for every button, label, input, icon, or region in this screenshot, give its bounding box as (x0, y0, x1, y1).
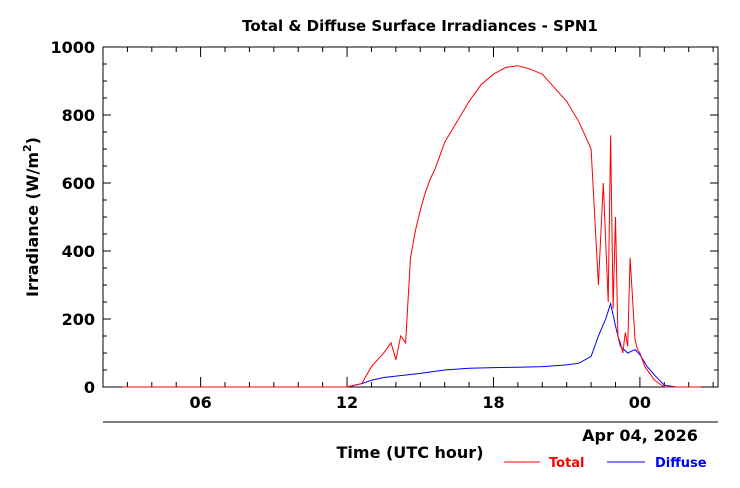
y-tick-label: 1000 (50, 38, 95, 57)
x-axis-title: Time (UTC hour) (337, 443, 484, 462)
x-tick-label: 18 (482, 393, 504, 412)
legend-diffuse-label: Diffuse (655, 456, 707, 471)
legend-item-diffuse: Diffuse (607, 456, 707, 471)
legend-total-label: Total (549, 456, 585, 471)
x-tick-label: 06 (189, 393, 211, 412)
legend-item-total: Total (504, 456, 585, 471)
chart-title: Total & Diffuse Surface Irradiances - SP… (242, 17, 598, 35)
y-tick-label: 200 (62, 310, 95, 329)
x-axis-ticks: 06 12 18 00 (102, 47, 714, 412)
y-tick-label: 0 (84, 378, 95, 397)
y-tick-label: 400 (62, 242, 95, 261)
total-series-line (122, 65, 701, 388)
y-tick-label: 600 (62, 174, 95, 193)
diffuse-series-line (122, 301, 701, 388)
date-label: Apr 04, 2026 (582, 426, 698, 445)
y-axis-ticks: 0 200 400 600 800 1000 (50, 38, 718, 397)
y-axis-title: Irradiance (W/m2) (21, 137, 42, 297)
x-tick-label: 00 (629, 393, 651, 412)
legend: Total Diffuse (504, 456, 707, 471)
y-tick-label: 800 (62, 106, 95, 125)
x-tick-label: 12 (336, 393, 358, 412)
